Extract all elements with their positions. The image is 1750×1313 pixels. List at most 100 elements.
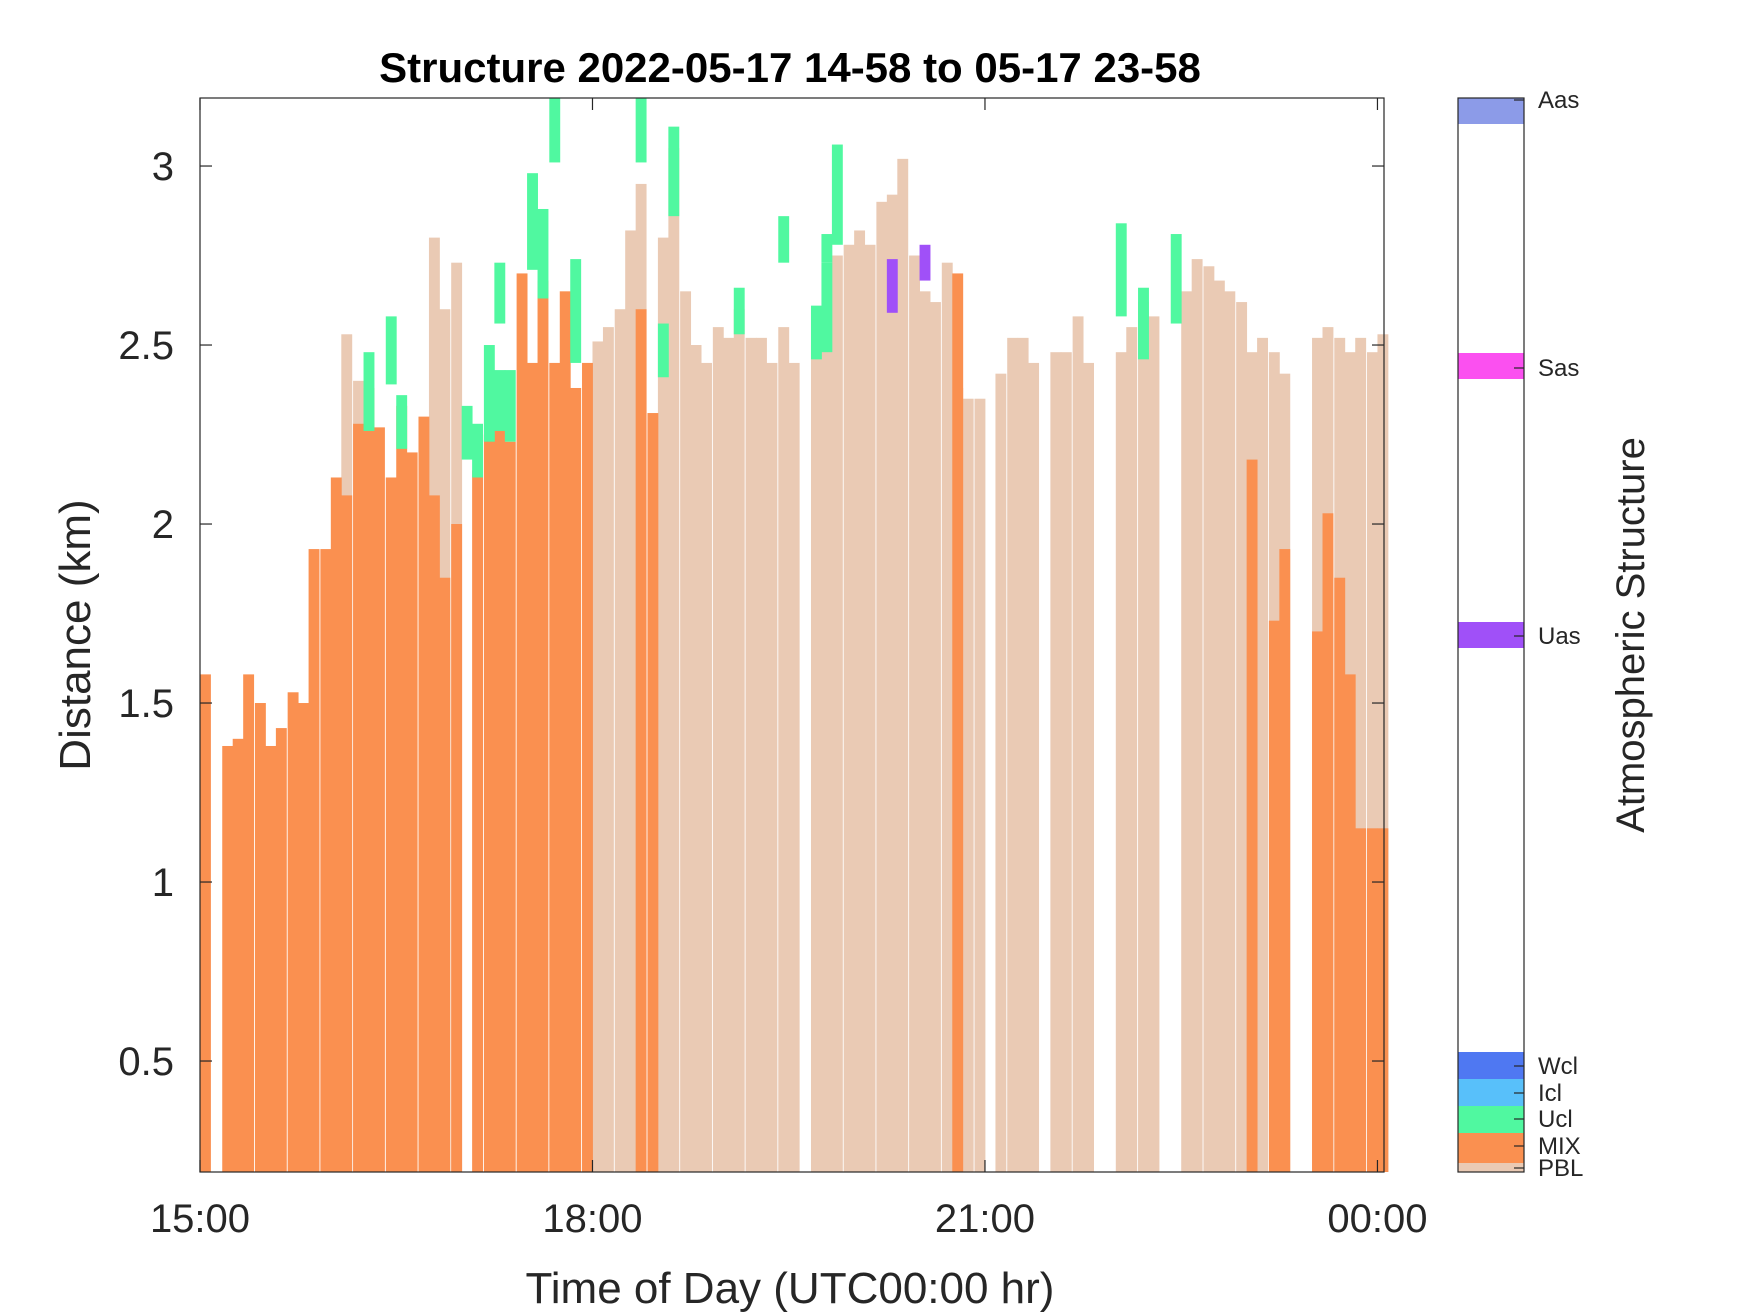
pbl-bar [1203,266,1215,1172]
ucl-layer [363,352,375,431]
pbl-bar [810,345,822,1172]
mix-bar [494,398,506,1173]
colorbar-band-icl [1458,1079,1524,1106]
mix-bar [200,674,211,1172]
x-tick-label: 21:00 [935,1197,1035,1241]
mix-bar [504,441,516,1172]
mix-bar [1344,674,1356,1172]
y-tick-label: 1 [152,861,174,905]
mix-bar [232,738,244,1172]
pbl-bar [766,362,778,1172]
pbl-bar [897,158,909,1173]
pbl-bar [1224,291,1236,1172]
mix-bar [1279,549,1291,1172]
ucl-layer [1170,234,1182,324]
mix-bar [1355,828,1367,1172]
mix-bar [243,674,255,1172]
y-axis-label: Distance (km) [51,499,100,770]
mix-bar [374,427,385,1172]
colorbar-tick-label: Sas [1538,355,1579,382]
pbl-bar [733,309,745,1173]
ucl-layer [1115,223,1127,317]
ucl-layer [461,405,473,460]
mix-bar [222,745,234,1172]
colorbar-band-wcl [1458,1052,1524,1079]
pbl-bar [886,194,898,1172]
colorbar-tick-label: Uas [1538,623,1581,650]
colorbar-band-mix [1458,1133,1524,1163]
pbl-bar [1366,352,1378,1172]
ucl-layer [778,216,790,263]
pbl-bar [745,337,757,1172]
ucl-layer [821,262,833,353]
pbl-bar [592,341,604,1172]
pbl-bar [625,230,637,1172]
x-tick-label: 15:00 [150,1197,250,1241]
pbl-bar [1257,337,1268,1172]
colorbar-tick-label: MIX [1538,1133,1581,1160]
pbl-bar [1126,327,1138,1172]
pbl-bar [876,201,888,1172]
mix-bar [559,291,571,1172]
pbl-bar [1236,302,1248,1172]
mix-bar [483,434,495,1172]
pbl-bar [756,337,767,1172]
pbl-bar [1050,352,1062,1172]
mix-bar [1312,631,1323,1172]
pbl-bar [723,337,735,1172]
y-tick-label: 0.5 [118,1040,174,1084]
pbl-bar [668,148,680,1172]
mix-bar [363,387,375,1173]
y-axis: 0.5 1 1.5 2 2.5 3 [118,145,1384,1084]
colorbar-tick-label: Aas [1538,87,1579,114]
ucl-layer [472,423,484,478]
pbl-bar [974,398,986,1173]
mix-bar [396,405,408,1172]
mix-bar [537,280,549,1173]
mix-bar [439,577,451,1172]
pbl-bar [909,255,920,1172]
mix-bar [1377,828,1389,1172]
ucl-layer [1138,287,1149,360]
mix-bar [330,477,342,1173]
mix-bar [952,273,964,1172]
y-tick-label: 3 [152,145,174,189]
pbl-bar [1028,362,1040,1172]
pbl-bar [701,362,712,1172]
colorbar-band-ucl [1458,1106,1524,1133]
mix-bar [1268,620,1280,1172]
pbl-bar [1060,352,1072,1172]
mix-bar [341,495,353,1172]
ucl-layer [635,98,647,163]
ucl-layer [668,126,680,217]
pbl-bar [843,244,855,1172]
colorbar-tick-label: Wcl [1538,1053,1578,1080]
mix-bar [549,362,561,1172]
ucl-layer [821,234,833,263]
mix-bar [451,524,463,1172]
ucl-layer [504,370,516,442]
pbl-bar [1355,337,1367,1172]
pbl-bar [995,373,1007,1172]
plot-frame [199,97,1385,1173]
x-axis-label: Time of Day (UTC00:00 hr) [526,1264,1055,1313]
colorbar-tick-label: Ucl [1538,1106,1573,1133]
ucl-layer [570,259,582,363]
pbl-bar [1007,337,1019,1172]
pbl-bar [1072,316,1084,1172]
colorbar-tick-label: PBL [1538,1155,1583,1182]
mix-bar [582,362,593,1172]
pbl-bar [919,291,931,1172]
pbl-bar [1017,337,1029,1172]
uas-layer [886,259,898,313]
ucl-layer [831,144,843,245]
pbl-bar [854,230,866,1172]
pbl-bar [1377,334,1389,1172]
mix-bar [406,452,418,1172]
pbl-bar [778,327,790,1172]
pbl-bar [821,309,833,1173]
pbl-bar [930,302,941,1172]
mix-bar [570,387,582,1173]
pbl-bar [1213,280,1225,1173]
